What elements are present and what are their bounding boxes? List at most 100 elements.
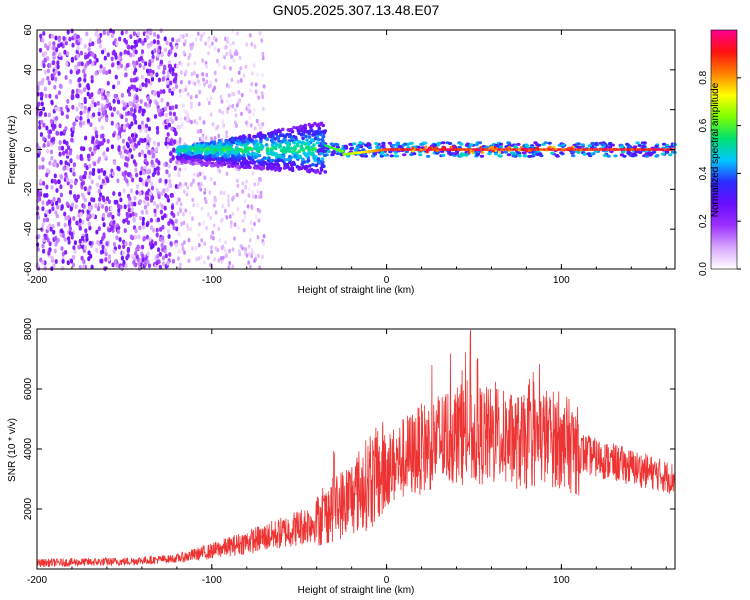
heatmap-cell	[116, 203, 121, 209]
heatmap-cell	[214, 246, 218, 251]
heatmap-cell	[177, 256, 180, 261]
heatmap-cell	[360, 154, 365, 158]
heatmap-cell	[203, 82, 206, 87]
heatmap-cell	[579, 149, 583, 152]
heatmap-cell	[190, 72, 194, 77]
heatmap-cell	[113, 160, 117, 166]
heatmap-cell	[143, 137, 147, 143]
heatmap-cell	[227, 198, 230, 203]
heatmap-cell	[246, 150, 250, 155]
heatmap-cell	[191, 246, 194, 251]
heatmap-cell	[179, 208, 183, 214]
heatmap-cell	[250, 82, 254, 87]
heatmap-cell	[63, 222, 67, 228]
heatmap-cell	[183, 189, 186, 194]
heatmap-cell	[42, 31, 46, 36]
heatmap-cell	[123, 37, 127, 43]
heatmap-cell	[600, 143, 605, 147]
heatmap-cell	[161, 235, 165, 241]
heatmap-cell	[434, 146, 438, 149]
heatmap-cell	[147, 263, 152, 269]
heatmap-cell	[179, 116, 183, 121]
heatmap-cell	[303, 166, 308, 171]
heatmap-cell	[571, 145, 575, 148]
heatmap-cell	[183, 240, 186, 245]
heatmap-cell	[177, 156, 182, 161]
heatmap-cell	[174, 218, 178, 224]
heatmap-cell	[45, 184, 49, 190]
heatmap-cell	[171, 105, 175, 111]
heatmap-cell	[411, 150, 415, 153]
heatmap-cell	[288, 167, 292, 171]
heatmap-cell	[123, 204, 127, 210]
heatmap-cell	[235, 51, 239, 56]
heatmap-cell	[264, 143, 269, 147]
heatmap-cell	[299, 124, 304, 129]
heatmap-cell	[105, 98, 109, 103]
heatmap-cell	[135, 87, 139, 93]
heatmap-cell	[146, 169, 150, 175]
heatmap-cell	[559, 151, 564, 155]
heatmap-cell	[71, 104, 75, 110]
heatmap-cell	[464, 143, 470, 147]
heatmap-cell	[88, 225, 92, 231]
heatmap-cell	[83, 174, 87, 180]
heatmap-cell	[247, 105, 250, 110]
heatmap-cell	[130, 154, 134, 160]
heatmap-cell	[116, 229, 120, 235]
heatmap-cell	[346, 154, 351, 158]
heatmap-cell	[62, 150, 66, 156]
heatmap-cell	[235, 192, 239, 198]
heatmap-cell	[101, 236, 105, 241]
heatmap-cell	[281, 147, 285, 152]
heatmap-cell	[185, 151, 190, 155]
heatmap-cell	[68, 150, 72, 156]
heatmap-cell	[232, 195, 236, 200]
heatmap-cell	[300, 162, 304, 167]
heatmap-cell	[181, 242, 184, 248]
heatmap-cell	[317, 160, 321, 164]
heatmap-cell	[90, 264, 94, 270]
heatmap-cell	[237, 249, 241, 254]
heatmap-cell	[216, 124, 220, 129]
heatmap-cell	[258, 31, 262, 36]
heatmap-cell	[41, 77, 45, 83]
heatmap-cell	[113, 259, 117, 265]
heatmap-cell	[126, 50, 130, 56]
heatmap-cell	[313, 121, 317, 126]
heatmap-cell	[260, 91, 264, 96]
heatmap-cell	[81, 219, 85, 225]
heatmap-cell	[94, 203, 98, 209]
heatmap-cell	[418, 153, 423, 157]
heatmap-cell	[295, 164, 300, 169]
heatmap-cell	[169, 151, 173, 157]
heatmap-cell	[105, 70, 109, 76]
heatmap-cell	[41, 106, 46, 112]
heatmap-cell	[110, 144, 114, 150]
heatmap-cell	[250, 204, 254, 209]
heatmap-cell	[254, 82, 258, 87]
heatmap-cell	[134, 212, 138, 218]
heatmap-cell	[39, 178, 43, 184]
heatmap-cell	[237, 70, 241, 75]
heatmap-cell	[224, 240, 228, 245]
heatmap-cell	[261, 166, 266, 170]
heatmap-cell	[88, 38, 92, 43]
heatmap-cell	[159, 89, 163, 95]
heatmap-cell	[194, 246, 198, 251]
heatmap-cell	[165, 187, 169, 193]
heatmap-cell	[411, 146, 415, 150]
heatmap-cell	[115, 123, 119, 129]
heatmap-cell	[148, 68, 152, 74]
heatmap-cell	[302, 125, 306, 129]
heatmap-cell	[317, 137, 321, 142]
heatmap-cell	[608, 141, 613, 145]
heatmap-cell	[236, 178, 239, 183]
heatmap-cell	[164, 141, 168, 146]
heatmap-cell	[244, 142, 248, 147]
heatmap-cell	[150, 185, 155, 191]
heatmap-cell	[134, 228, 138, 234]
heatmap-cell	[142, 236, 146, 242]
heatmap-cell	[103, 55, 107, 61]
heatmap-cell	[143, 199, 147, 205]
